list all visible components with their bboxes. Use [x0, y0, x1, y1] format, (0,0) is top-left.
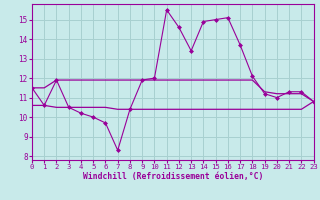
X-axis label: Windchill (Refroidissement éolien,°C): Windchill (Refroidissement éolien,°C): [83, 172, 263, 181]
